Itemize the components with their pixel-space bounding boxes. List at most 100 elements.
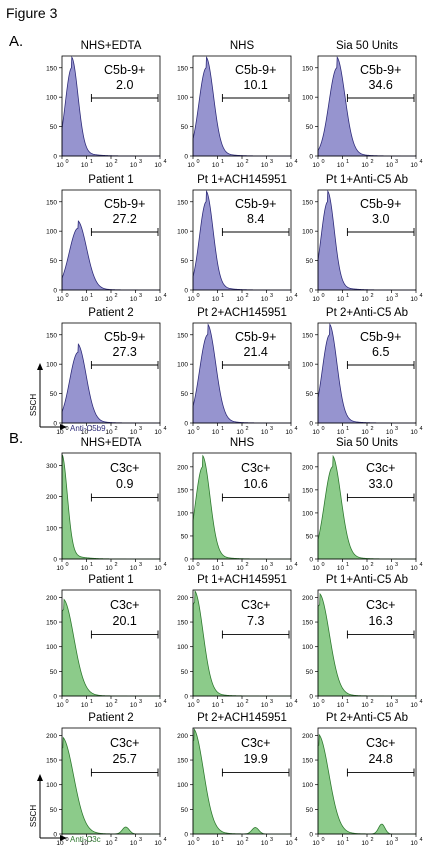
gate-label: C3c+ <box>241 598 271 612</box>
x-tick-label-exponent: 4 <box>163 562 166 568</box>
x-tick-label-base: 10 <box>261 702 269 709</box>
x-tick-label-base: 10 <box>337 296 345 303</box>
y-axis-arrowhead <box>37 774 43 781</box>
y-tick-label: 0 <box>309 694 313 701</box>
x-tick-label-exponent: 3 <box>270 159 273 165</box>
x-tick-label-base: 10 <box>130 296 138 303</box>
histogram-title: NHS <box>230 437 255 449</box>
y-tick-label: 0 <box>53 421 57 428</box>
y-tick-label: 50 <box>306 669 314 676</box>
y-tick-label: 150 <box>177 758 188 765</box>
y-tick-label: 200 <box>177 464 188 471</box>
y-tick-label: 50 <box>306 807 314 814</box>
y-tick-label: 0 <box>309 288 313 295</box>
x-tick-label-base: 10 <box>187 429 195 436</box>
x-tick-label-exponent: 0 <box>196 837 199 843</box>
y-tick-label: 200 <box>302 464 313 471</box>
x-tick-label-base: 10 <box>105 702 113 709</box>
gate-percent: 33.0 <box>369 477 393 491</box>
x-tick-label-base: 10 <box>130 429 138 436</box>
x-tick-label-base: 10 <box>261 162 269 169</box>
x-tick-label-base: 10 <box>105 162 113 169</box>
x-tick-label-exponent: 1 <box>221 562 224 568</box>
x-tick-label-exponent: 0 <box>196 426 199 432</box>
y-tick-label: 50 <box>306 533 314 540</box>
x-tick-label-base: 10 <box>361 702 369 709</box>
gate-percent: 27.3 <box>113 345 137 359</box>
x-tick-label-exponent: 1 <box>346 293 349 299</box>
x-tick-label-base: 10 <box>56 162 64 169</box>
x-tick-label-base: 10 <box>285 162 293 169</box>
y-axis-arrowhead <box>37 363 43 370</box>
x-tick-label-exponent: 3 <box>139 699 142 705</box>
x-tick-label-exponent: 2 <box>370 699 373 705</box>
gate-percent: 34.6 <box>369 78 393 92</box>
x-tick-label-base: 10 <box>410 840 418 847</box>
x-tick-label-base: 10 <box>81 565 89 572</box>
gate-percent: 8.4 <box>247 212 264 226</box>
x-tick-label-exponent: 3 <box>395 699 398 705</box>
y-tick-label: 50 <box>50 124 58 131</box>
x-tick-label-base: 10 <box>236 702 244 709</box>
x-tick-label-exponent: 4 <box>163 426 166 432</box>
x-tick-label-base: 10 <box>81 840 89 847</box>
y-tick-label: 100 <box>302 510 313 517</box>
x-tick-label-exponent: 0 <box>321 426 324 432</box>
x-tick-label-base: 10 <box>212 429 220 436</box>
x-tick-label-base: 10 <box>56 702 64 709</box>
x-tick-label-exponent: 3 <box>270 562 273 568</box>
x-tick-label-exponent: 4 <box>163 293 166 299</box>
histogram-area <box>61 220 160 291</box>
x-tick-label-base: 10 <box>154 162 162 169</box>
y-tick-label: 0 <box>53 557 57 564</box>
gate-percent: 20.1 <box>113 614 137 628</box>
y-tick-label: 0 <box>53 694 57 701</box>
y-axis-label: SSCH <box>29 394 38 416</box>
histogram-title: Patient 1 <box>88 174 133 186</box>
y-tick-label: 100 <box>302 782 313 789</box>
y-tick-label: 100 <box>46 95 57 102</box>
y-tick-label: 150 <box>46 199 57 206</box>
x-tick-label-base: 10 <box>261 840 269 847</box>
histogram-area <box>61 598 160 697</box>
x-tick-label-base: 10 <box>361 296 369 303</box>
gate-percent: 27.2 <box>113 212 137 226</box>
x-tick-label-exponent: 0 <box>321 699 324 705</box>
x-tick-label-base: 10 <box>337 702 345 709</box>
y-tick-label: 0 <box>184 154 188 161</box>
gate-label: C5b-9+ <box>104 63 145 77</box>
x-tick-label-base: 10 <box>261 429 269 436</box>
x-tick-label-base: 10 <box>285 702 293 709</box>
x-tick-label-base: 10 <box>187 296 195 303</box>
y-tick-label: 100 <box>46 229 57 236</box>
histogram-title: Pt 2+ACH145951 <box>197 307 287 319</box>
x-tick-label-base: 10 <box>154 296 162 303</box>
histogram-title: Pt 2+ACH145951 <box>197 712 287 724</box>
y-tick-label: 200 <box>46 733 57 740</box>
x-tick-label-base: 10 <box>386 840 394 847</box>
x-tick-label-base: 10 <box>386 429 394 436</box>
x-tick-label-base: 10 <box>236 296 244 303</box>
x-tick-label-exponent: 3 <box>270 426 273 432</box>
x-tick-label-exponent: 3 <box>139 159 142 165</box>
y-tick-label: 100 <box>177 644 188 651</box>
histogram-title: Pt 1+ACH145951 <box>197 574 287 586</box>
x-tick-label-exponent: 3 <box>270 837 273 843</box>
histogram-title: Patient 1 <box>88 574 133 586</box>
y-tick-label: 100 <box>302 95 313 102</box>
histogram-title: NHS+EDTA <box>81 437 142 449</box>
y-tick-label: 0 <box>309 557 313 564</box>
y-tick-label: 100 <box>177 229 188 236</box>
x-tick-label-exponent: 4 <box>163 837 166 843</box>
x-tick-label-base: 10 <box>56 429 64 436</box>
x-tick-label-base: 10 <box>212 162 220 169</box>
gate-label: C3c+ <box>241 461 271 475</box>
